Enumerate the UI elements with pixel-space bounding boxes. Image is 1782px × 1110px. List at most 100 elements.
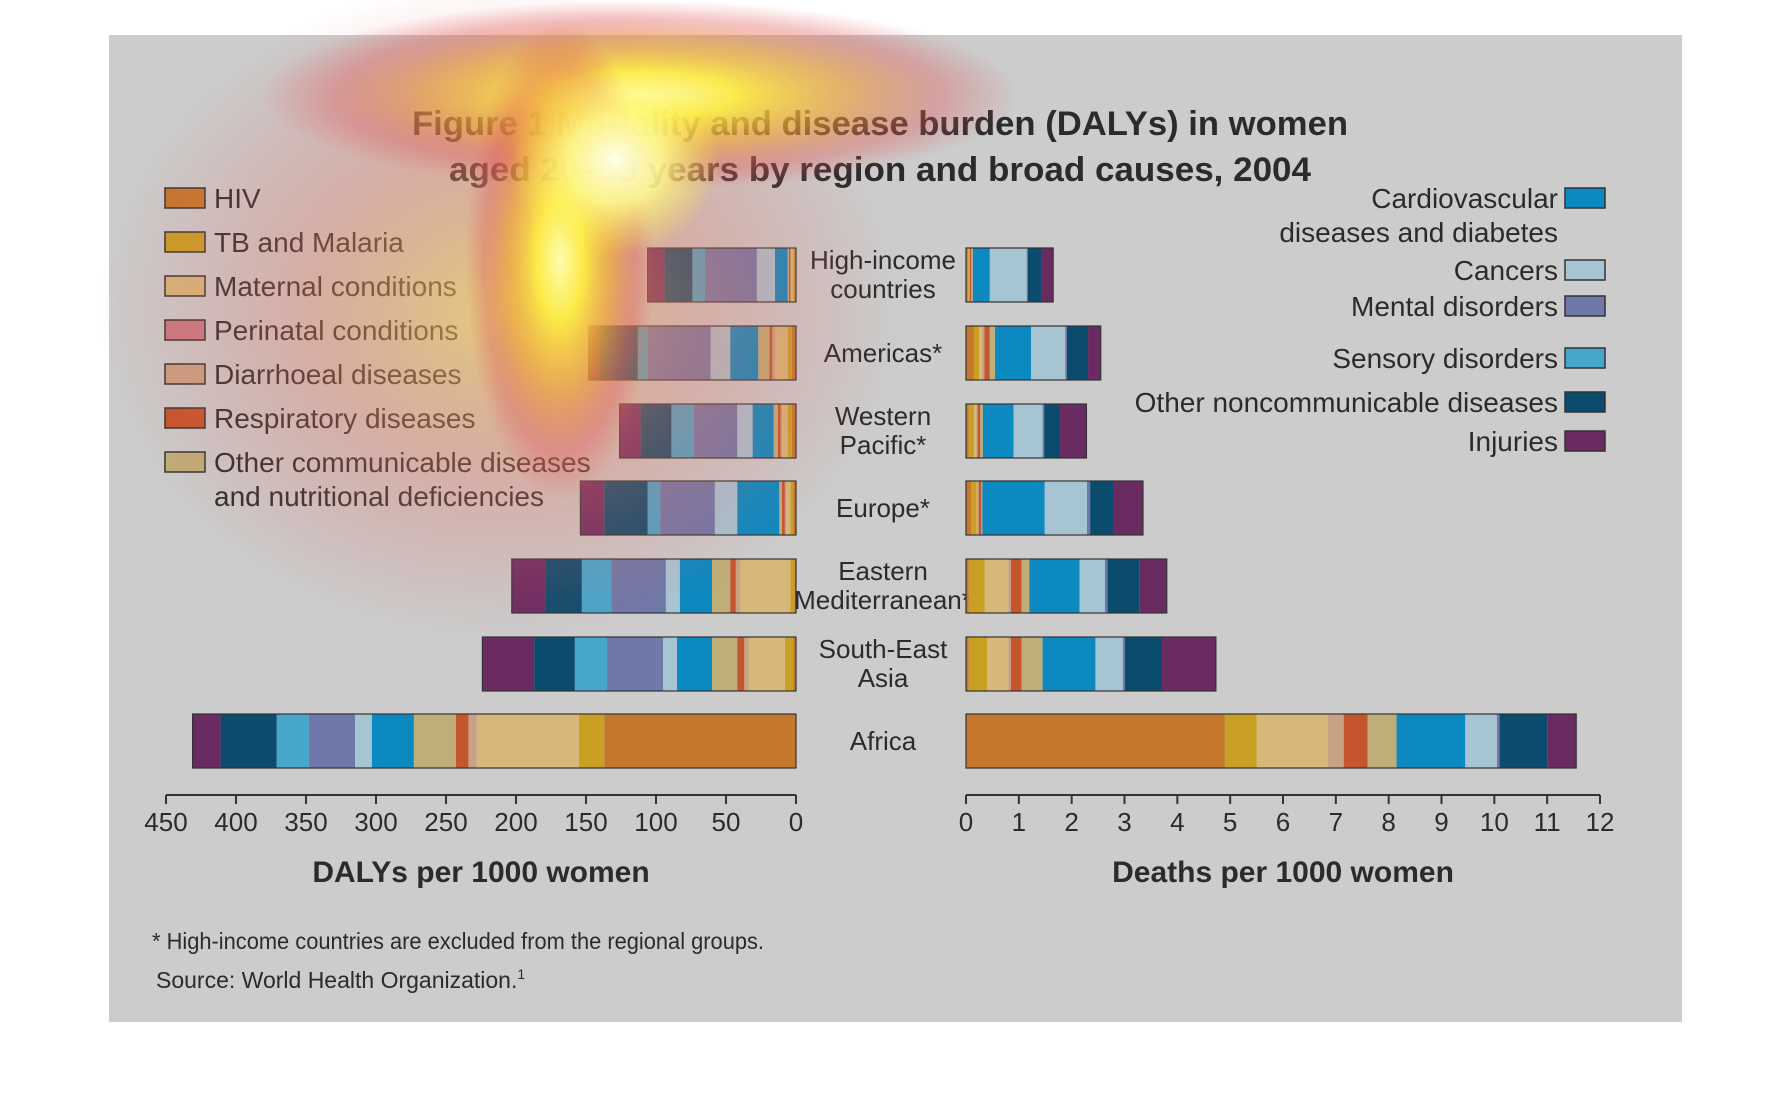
bar-segment-cancers [1044, 481, 1087, 535]
legend-label: TB and Malaria [214, 227, 404, 258]
bar-segment-maternal-conditions [740, 559, 791, 613]
bar-segment-other-communicable-diseases-and-nutritional-deficiencies [779, 481, 782, 535]
x-tick-label: 1 [1012, 807, 1026, 837]
bar-segment-tb-and-malaria [787, 326, 792, 380]
bar-segment-maternal-conditions [968, 248, 970, 302]
bar-segment-mental-disorders [647, 326, 711, 380]
bar-segment-other-noncommunicable-diseases [598, 326, 638, 380]
bar-segment-injuries [1162, 637, 1216, 691]
legend-label: Mental disorders [1351, 291, 1558, 322]
bar-segment-sensory-disorders [692, 248, 705, 302]
bar-segment-cancers [1095, 637, 1123, 691]
legend-swatch [164, 275, 206, 297]
bar-segment-hiv [791, 404, 796, 458]
bar-segment-maternal-conditions [1256, 714, 1328, 768]
bar-segment-respiratory-diseases [977, 404, 981, 458]
bar-segment-injuries [511, 559, 546, 613]
legend-swatch [1564, 430, 1606, 452]
bar-row-high-income-countries [965, 247, 1054, 303]
legend-label: Other noncommunicable diseases [1135, 387, 1558, 418]
x-tick-label: 12 [1586, 807, 1615, 837]
bar-segment-maternal-conditions [987, 637, 1009, 691]
bar-segment-maternal-conditions [790, 248, 794, 302]
bar-outline [965, 713, 1577, 769]
bar-segment-cardiovascular-diseases-and-diabetes [1396, 714, 1466, 768]
footnotes: * High-income countries are excluded fro… [152, 928, 764, 993]
bar-segment-cardiovascular-diseases-and-diabetes [1029, 559, 1080, 613]
bar-segment-mental-disorders [660, 481, 715, 535]
bar-segment-hiv [966, 404, 969, 458]
legend-label: Maternal conditions [214, 271, 457, 302]
x-tick-label: 4 [1170, 807, 1184, 837]
legend-label: and nutritional deficiencies [214, 481, 544, 512]
bar-outline [965, 636, 1217, 692]
bar-segment-other-communicable-diseases-and-nutritional-deficiencies [981, 481, 983, 535]
x-axis-title: Deaths per 1000 women [1112, 856, 1454, 889]
bar-segment-respiratory-diseases [978, 481, 982, 535]
bar-row-eastern-mediterranean [965, 558, 1168, 614]
legend-swatch [1564, 347, 1606, 369]
title-line-2: aged 20–59 years by region and broad cau… [449, 151, 1311, 189]
x-tick-label: 250 [424, 807, 467, 837]
bar-segment-hiv [966, 714, 1225, 768]
bar-segment-other-noncommunicable-diseases [664, 248, 693, 302]
bar-segment-respiratory-diseases [1010, 559, 1022, 613]
x-tick-label: 10 [1480, 807, 1509, 837]
bar-segment-injuries [1060, 404, 1087, 458]
source-reference: 1 [517, 966, 525, 982]
bar-segment-cardiovascular-diseases-and-diabetes [679, 559, 712, 613]
legend-label: Diarrhoeal diseases [214, 359, 461, 390]
bar-row-eastern-mediterranean [511, 558, 797, 614]
bar-segment-hiv [966, 481, 972, 535]
legend-item-injuries: Injuries [1468, 426, 1606, 457]
source-label: Source: World Health Organization. [156, 967, 517, 993]
x-tick-label: 0 [789, 807, 803, 837]
legend-swatch [1564, 391, 1606, 413]
bar-segment-respiratory-diseases [777, 404, 781, 458]
region-label: countries [830, 274, 936, 304]
bar-row-africa [192, 713, 797, 769]
bar-segment-diarrhoeal-diseases [1008, 559, 1011, 613]
bar-segment-cardiovascular-diseases-and-diabetes [775, 248, 788, 302]
bar-segment-maternal-conditions [976, 481, 978, 535]
legend-label: Respiratory diseases [214, 403, 475, 434]
bar-segment-other-communicable-diseases-and-nutritional-deficiencies [1021, 637, 1043, 691]
legend-item-sensory-disorders: Sensory disorders [1332, 343, 1606, 374]
bar-segment-injuries [1139, 559, 1167, 613]
bar-segment-sensory-disorders [671, 404, 694, 458]
bar-segment-maternal-conditions [973, 404, 977, 458]
x-tick-label: 150 [564, 807, 607, 837]
legend-item-other-noncommunicable-diseases: Other noncommunicable diseases [1135, 387, 1606, 418]
bar-row-south-east-asia [481, 636, 797, 692]
bar-segment-respiratory-diseases [455, 714, 469, 768]
bar-segment-diarrhoeal-diseases [784, 481, 787, 535]
legend-label: Injuries [1468, 426, 1558, 457]
region-label: Americas* [824, 338, 942, 368]
legend-label: Other communicable diseases [214, 447, 591, 478]
bar-segment-diarrhoeal-diseases [1008, 637, 1011, 691]
region-label: South-East [819, 634, 948, 664]
bar-segment-cancers [1030, 326, 1066, 380]
legend-swatch [164, 363, 206, 385]
bar-segment-other-noncommunicable-diseases [220, 714, 277, 768]
legend-label: Cancers [1454, 255, 1558, 286]
bar-segment-other-noncommunicable-diseases [1066, 326, 1089, 380]
bar-segment-hiv [791, 326, 796, 380]
legend-label: Sensory disorders [1332, 343, 1558, 374]
bar-segment-other-noncommunicable-diseases [604, 481, 648, 535]
x-tick-label: 50 [712, 807, 741, 837]
bar-segment-mental-disorders [607, 637, 663, 691]
legend-swatch [1564, 187, 1606, 209]
x-tick-label: 0 [959, 807, 973, 837]
bar-segment-mental-disorders [1042, 404, 1045, 458]
bar-segment-maternal-conditions [782, 404, 788, 458]
bar-segment-hiv [604, 714, 796, 768]
bar-segment-respiratory-diseases [737, 637, 745, 691]
bar-segment-maternal-conditions [748, 637, 785, 691]
region-label: Western [835, 401, 931, 431]
bar-segment-sensory-disorders [647, 481, 661, 535]
x-tick-label: 400 [214, 807, 257, 837]
bar-segment-injuries [192, 714, 221, 768]
